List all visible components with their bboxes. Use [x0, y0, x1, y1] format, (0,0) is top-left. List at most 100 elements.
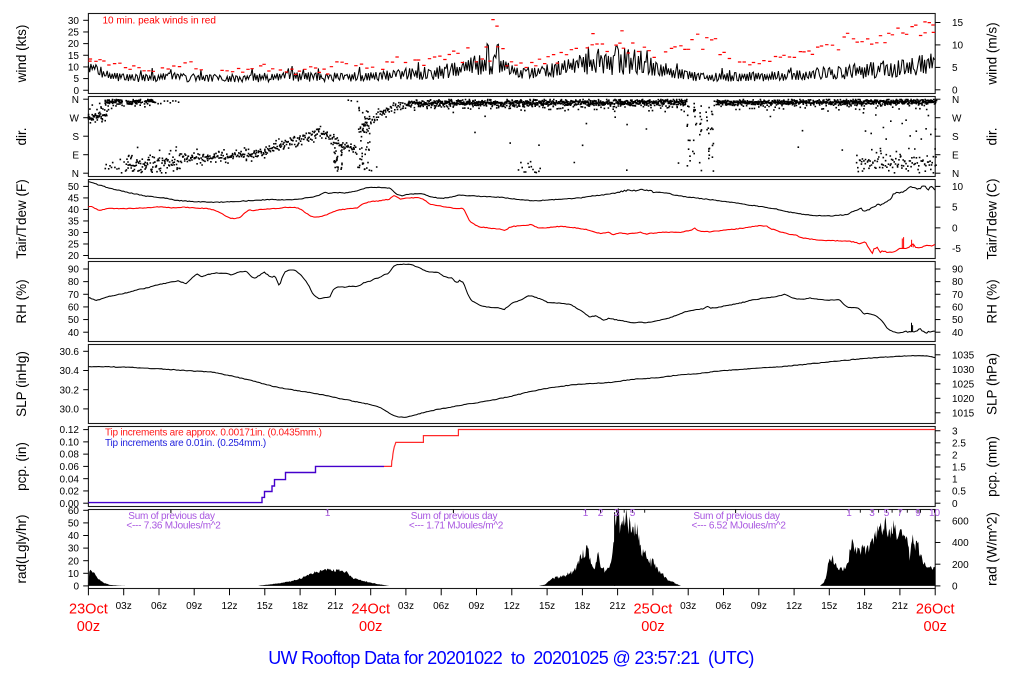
- svg-text:03z: 03z: [116, 601, 132, 612]
- svg-text:18z: 18z: [292, 601, 308, 612]
- svg-text:12z: 12z: [786, 601, 802, 612]
- svg-text:06z: 06z: [151, 601, 167, 612]
- svg-text:50: 50: [68, 519, 80, 530]
- svg-text:5: 5: [884, 508, 890, 519]
- svg-text:wind (m/s): wind (m/s): [985, 22, 1000, 85]
- svg-text:15z: 15z: [821, 601, 837, 612]
- svg-text:Tair/Tdew (F): Tair/Tdew (F): [14, 179, 29, 259]
- svg-text:60: 60: [68, 303, 80, 314]
- svg-text:0.12: 0.12: [60, 425, 80, 436]
- svg-text:60: 60: [68, 506, 80, 517]
- svg-text:pcp. (mm): pcp. (mm): [985, 436, 1000, 497]
- svg-text:Sum of previous day: Sum of previous day: [128, 511, 215, 522]
- svg-text:45: 45: [68, 194, 80, 205]
- svg-text:RH (%): RH (%): [985, 279, 1000, 323]
- svg-text:Tip increments are approx. 0.0: Tip increments are approx. 0.00171in. (0…: [105, 427, 322, 438]
- svg-text:N: N: [952, 95, 959, 106]
- svg-text:0: 0: [73, 582, 79, 593]
- svg-text:0: 0: [73, 86, 79, 97]
- svg-text:1: 1: [952, 475, 958, 486]
- svg-text:5: 5: [952, 203, 958, 214]
- svg-text:26Oct: 26Oct: [916, 602, 955, 618]
- svg-text:0.04: 0.04: [60, 474, 80, 485]
- svg-text:03z: 03z: [398, 601, 414, 612]
- svg-text:24Oct: 24Oct: [351, 602, 390, 618]
- svg-text:25: 25: [68, 240, 80, 251]
- svg-text:5: 5: [73, 74, 79, 85]
- svg-text:3: 3: [952, 426, 958, 437]
- svg-text:5: 5: [952, 63, 958, 74]
- svg-text:2: 2: [598, 508, 604, 519]
- svg-text:dir.: dir.: [985, 127, 1000, 145]
- svg-text:12z: 12z: [221, 601, 237, 612]
- svg-text:Tip increments are 0.01in. (0.: Tip increments are 0.01in. (0.254mm.): [105, 438, 266, 449]
- svg-text:10: 10: [929, 508, 941, 519]
- svg-text:<--- 7.36 MJoules/m^2: <--- 7.36 MJoules/m^2: [126, 521, 221, 532]
- svg-text:10 min. peak winds in red: 10 min. peak winds in red: [103, 16, 216, 27]
- svg-text:50: 50: [68, 315, 80, 326]
- svg-text:60: 60: [952, 303, 964, 314]
- svg-text:90: 90: [952, 265, 964, 276]
- svg-text:23Oct: 23Oct: [69, 602, 108, 618]
- svg-text:rad(Lgly/hr): rad(Lgly/hr): [14, 514, 29, 583]
- svg-text:30: 30: [68, 544, 80, 555]
- svg-text:00z: 00z: [77, 619, 100, 635]
- svg-text:N: N: [952, 169, 959, 180]
- svg-text:0: 0: [952, 582, 958, 593]
- svg-text:1: 1: [583, 508, 589, 519]
- svg-text:30: 30: [68, 16, 80, 27]
- svg-text:10: 10: [68, 569, 80, 580]
- svg-text:0.08: 0.08: [60, 450, 80, 461]
- svg-text:1.5: 1.5: [952, 463, 966, 474]
- svg-text:1: 1: [846, 508, 852, 519]
- svg-text:0: 0: [952, 224, 958, 235]
- svg-text:21z: 21z: [610, 601, 626, 612]
- svg-text:90: 90: [68, 265, 80, 276]
- svg-text:21z: 21z: [327, 601, 343, 612]
- svg-text:50: 50: [952, 315, 964, 326]
- svg-text:40: 40: [68, 531, 80, 542]
- svg-text:40: 40: [68, 205, 80, 216]
- svg-text:2.5: 2.5: [952, 438, 966, 449]
- svg-text:00z: 00z: [924, 619, 947, 635]
- svg-text:70: 70: [952, 290, 964, 301]
- svg-text:00z: 00z: [359, 619, 382, 635]
- svg-text:SLP (hPa): SLP (hPa): [985, 353, 1000, 415]
- svg-text:3: 3: [614, 508, 620, 519]
- svg-text:0.10: 0.10: [60, 438, 80, 449]
- svg-text:09z: 09z: [186, 601, 202, 612]
- svg-text:25: 25: [68, 28, 80, 39]
- svg-text:<--- 1.71 MJoules/m^2: <--- 1.71 MJoules/m^2: [409, 521, 504, 532]
- svg-text:S: S: [72, 132, 79, 143]
- svg-text:7: 7: [897, 508, 903, 519]
- svg-text:20: 20: [68, 39, 80, 50]
- svg-text:600: 600: [952, 516, 969, 527]
- svg-text:00z: 00z: [641, 619, 664, 635]
- svg-text:400: 400: [952, 538, 969, 549]
- svg-text:09z: 09z: [751, 601, 767, 612]
- svg-text:10: 10: [952, 41, 964, 52]
- svg-text:30.6: 30.6: [60, 347, 80, 358]
- svg-text:UW Rooftop Data for 20201022: UW Rooftop Data for 20201022 to 20201025…: [268, 648, 754, 668]
- svg-text:Sum of previous day: Sum of previous day: [411, 511, 498, 522]
- svg-text:1: 1: [325, 508, 331, 519]
- svg-text:18z: 18z: [857, 601, 873, 612]
- svg-text:5: 5: [630, 508, 636, 519]
- svg-text:15z: 15z: [257, 601, 273, 612]
- svg-text:pcp. (in): pcp. (in): [14, 442, 29, 491]
- svg-text:40: 40: [68, 328, 80, 339]
- svg-text:W: W: [70, 113, 80, 124]
- svg-text:N: N: [72, 95, 79, 106]
- svg-text:SLP (inHg): SLP (inHg): [14, 351, 29, 417]
- svg-text:9: 9: [915, 508, 921, 519]
- svg-text:30.0: 30.0: [60, 405, 80, 416]
- svg-text:1020: 1020: [952, 394, 975, 405]
- svg-text:25Oct: 25Oct: [634, 602, 673, 618]
- svg-text:0.5: 0.5: [952, 487, 966, 498]
- svg-text:200: 200: [952, 560, 969, 571]
- svg-text:wind (kts): wind (kts): [14, 25, 29, 84]
- svg-text:0.00: 0.00: [60, 499, 80, 510]
- svg-text:rad (W/m^2): rad (W/m^2): [985, 512, 1000, 586]
- svg-text:0.02: 0.02: [60, 487, 80, 498]
- svg-text:Tair/Tdew (C): Tair/Tdew (C): [985, 178, 1000, 259]
